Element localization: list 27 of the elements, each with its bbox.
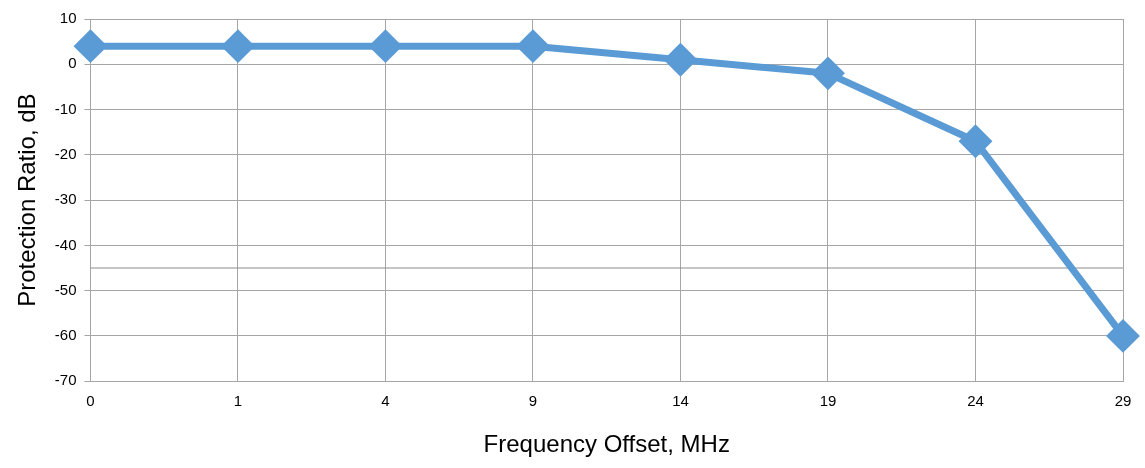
point xyxy=(369,30,401,62)
x-tick-label: 1 xyxy=(233,392,243,410)
point xyxy=(664,44,696,76)
y-tick-label: 0 xyxy=(68,54,77,72)
x-tick-label: 19 xyxy=(819,392,837,410)
x-tick-label: 24 xyxy=(967,392,984,410)
point xyxy=(222,30,254,62)
x-tick-label: 29 xyxy=(1114,392,1132,410)
point xyxy=(960,125,991,157)
x-axis-title: Frequency Offset, MHz xyxy=(483,430,730,458)
point xyxy=(812,57,844,89)
y-tick-label: -10 xyxy=(54,99,77,117)
y-tick-label: 10 xyxy=(59,9,77,27)
y-tick-label: -70 xyxy=(54,371,77,389)
y-tick-label: -50 xyxy=(54,280,77,298)
point xyxy=(517,30,549,62)
y-tick-label: -20 xyxy=(54,144,77,162)
x-tick-label: 14 xyxy=(672,392,689,410)
x-tick-label: 9 xyxy=(528,392,538,410)
y-tick-label: -40 xyxy=(54,235,77,253)
x-tick-label: 0 xyxy=(86,392,95,410)
y-axis-title: Protection Ratio, dB xyxy=(13,93,41,307)
x-tick-label: 4 xyxy=(381,392,390,410)
point xyxy=(74,30,106,62)
y-tick-label: -60 xyxy=(54,326,77,344)
y-tick-label: -30 xyxy=(54,190,77,208)
point xyxy=(1107,320,1139,352)
